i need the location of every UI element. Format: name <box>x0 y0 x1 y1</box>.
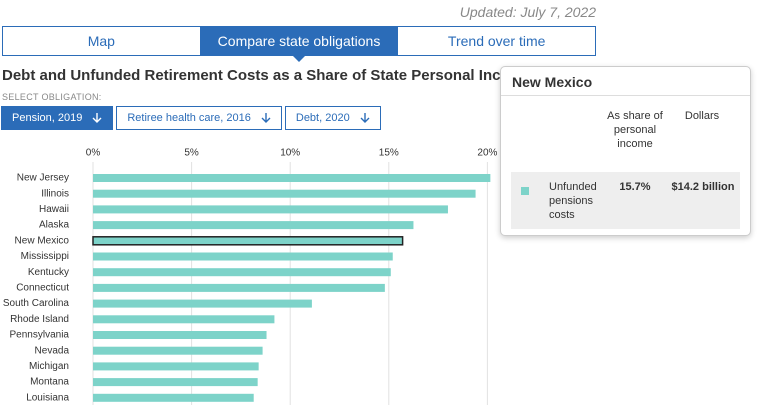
obligation-button[interactable]: Retiree health care, 2016 <box>116 106 282 130</box>
row-value: 15.7% <box>619 181 651 193</box>
obligation-buttons: Pension, 2019 Retiree health care, 2016 De… <box>1 106 381 130</box>
y-tick-label: Rhode Island <box>10 314 69 325</box>
y-tick-label: Michigan <box>29 361 69 372</box>
bar <box>93 205 448 214</box>
arrow-icon <box>261 113 271 123</box>
column-header: As share of personal income <box>607 110 663 150</box>
bar <box>93 299 312 308</box>
updated-note: Updated: July 7, 2022 <box>459 4 596 20</box>
select-label: SELECT OBLIGATION: <box>2 92 102 102</box>
y-tick-label: Louisiana <box>26 392 69 403</box>
bar <box>93 189 476 198</box>
bar <box>92 236 404 246</box>
bar <box>93 393 254 402</box>
y-tick-label: Kentucky <box>28 267 69 278</box>
column-header: Dollars <box>684 110 720 122</box>
y-tick-label: New Mexico <box>15 235 70 246</box>
button-label: Debt, 2020 <box>295 112 350 124</box>
row-value: $14.2 billion <box>671 181 735 193</box>
legend-swatch <box>521 187 529 195</box>
arrow-icon <box>92 113 102 123</box>
button-label: Retiree health care, 2016 <box>127 112 251 124</box>
obligation-button[interactable]: Debt, 2020 <box>284 106 381 130</box>
bar <box>93 362 259 371</box>
y-tick-label: Montana <box>30 377 69 388</box>
x-tick-label: 20% <box>477 148 497 159</box>
chart-title: Debt and Unfunded Retirement Costs as a … <box>2 67 532 84</box>
obligation-button[interactable]: Pension, 2019 <box>1 106 114 130</box>
tab[interactable]: Trend over time <box>447 33 546 49</box>
divider <box>501 95 750 96</box>
x-tick-label: 10% <box>280 148 300 159</box>
x-tick-label: 15% <box>379 148 399 159</box>
row-label: Unfunded pensions costs <box>549 181 597 221</box>
tooltip-title: New Mexico <box>512 74 593 90</box>
bar <box>93 331 267 339</box>
y-tick-label: Illinois <box>41 188 69 199</box>
bar <box>93 252 393 261</box>
tab-bar: Map Compare state obligations Trend over t… <box>2 26 596 62</box>
y-tick-label: Hawaii <box>39 204 69 215</box>
tab[interactable]: Map <box>3 27 201 55</box>
bar <box>93 174 491 182</box>
y-tick-label: Alaska <box>39 220 69 231</box>
x-tick-label: 0% <box>86 148 101 159</box>
bar <box>93 346 263 355</box>
bar <box>93 378 258 387</box>
bar <box>93 283 385 292</box>
arrow-icon <box>360 113 370 123</box>
y-tick-label: Pennsylvania <box>10 330 70 341</box>
y-tick-label: Nevada <box>35 345 70 356</box>
y-tick-label: Connecticut <box>16 283 69 294</box>
button-label: Pension, 2019 <box>12 112 83 124</box>
tab[interactable]: Compare state obligations <box>200 27 399 62</box>
bar <box>93 315 275 324</box>
y-tick-label: New Jersey <box>17 173 69 184</box>
bar <box>93 221 414 230</box>
bar <box>93 268 391 277</box>
y-tick-label: Mississippi <box>21 251 69 262</box>
tooltip: New Mexico As share of personal income D… <box>500 66 751 236</box>
y-tick-label: South Carolina <box>3 298 70 309</box>
x-tick-label: 5% <box>184 148 199 159</box>
tooltip-row: Unfunded pensions costs 15.7% $14.2 bill… <box>511 172 740 229</box>
